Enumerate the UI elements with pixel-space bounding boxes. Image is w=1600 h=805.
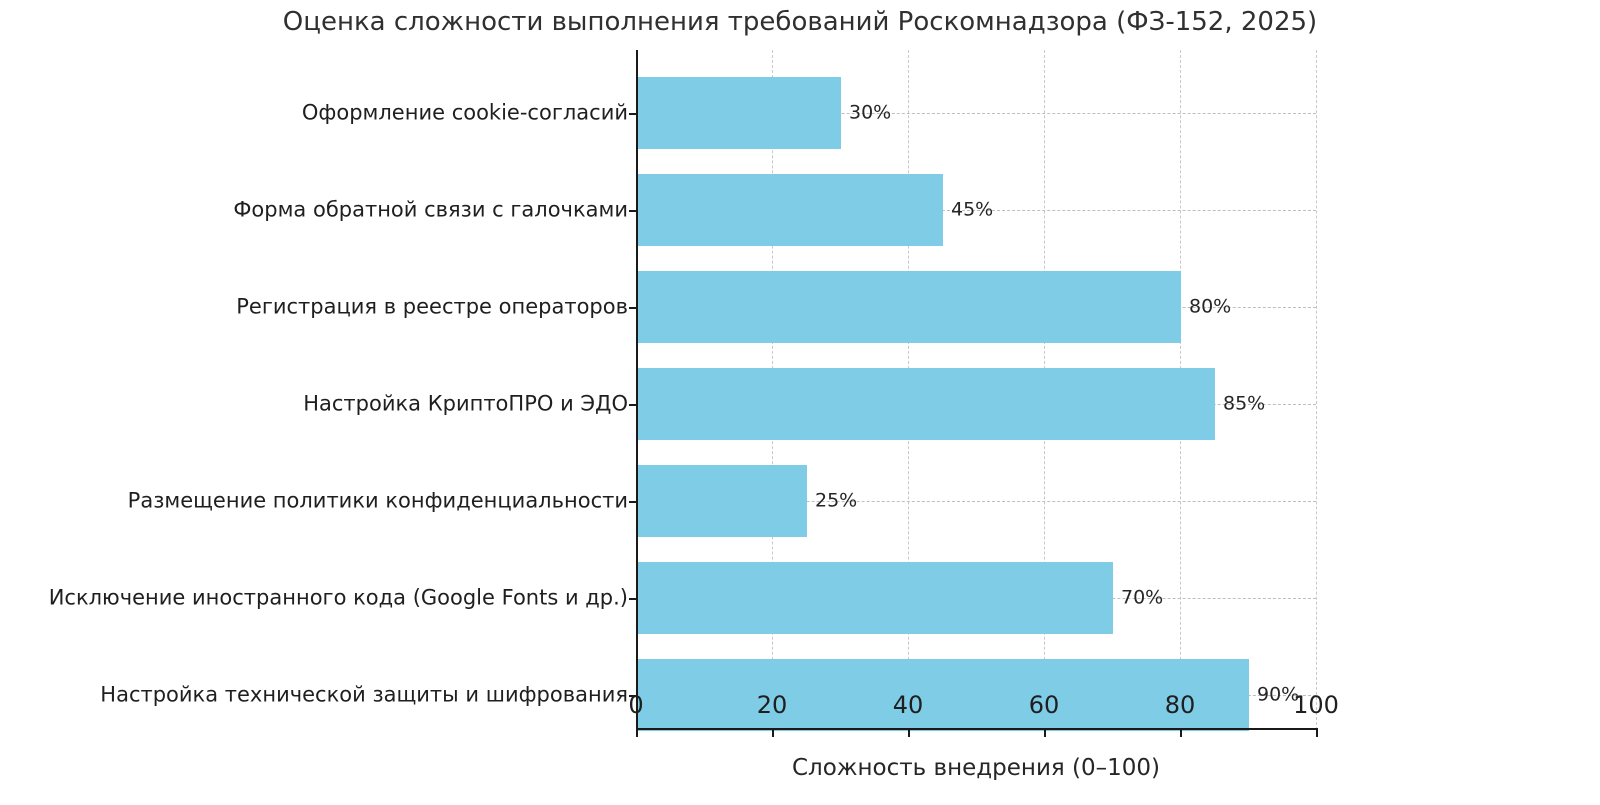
y-axis-tick [629, 112, 636, 115]
y-axis-tick-label: Форма обратной связи с галочками [233, 197, 628, 222]
x-axis-tick-label: 0 [628, 691, 644, 719]
x-axis-tick [1044, 730, 1046, 737]
gridline-horizontal [636, 112, 1316, 114]
bar-value-label: 25% [815, 489, 858, 512]
y-axis-tick [629, 306, 636, 309]
bar [637, 270, 1181, 343]
x-axis-tick [1316, 730, 1318, 737]
bar [637, 76, 841, 149]
x-axis-tick-label: 40 [892, 691, 924, 719]
bar-value-label: 90% [1257, 683, 1300, 706]
x-axis-tick-label: 80 [1164, 691, 1196, 719]
bar [637, 465, 807, 538]
bar-value-label: 45% [951, 198, 994, 221]
gridline-horizontal [636, 209, 1316, 211]
y-axis-tick-label: Настройка КриптоПРО и ЭДО [303, 391, 628, 416]
y-axis-tick [629, 598, 636, 601]
bar [637, 562, 1113, 635]
y-axis-tick-label: Исключение иностранного кода (Google Fon… [48, 585, 628, 610]
bar-value-label: 30% [849, 101, 892, 124]
y-axis-tick [629, 695, 636, 698]
y-axis-tick [629, 501, 636, 504]
x-axis-tick [772, 730, 774, 737]
x-axis-spine [636, 728, 1318, 730]
chart-title: Оценка сложности выполнения требований Р… [282, 7, 1318, 37]
y-axis-spine [636, 50, 638, 730]
x-axis-tick [1180, 730, 1182, 737]
y-axis-tick [629, 209, 636, 212]
x-axis-title: Сложность внедрения (0–100) [791, 755, 1161, 781]
x-axis-tick [908, 730, 910, 737]
x-axis-tick-label: 20 [756, 691, 788, 719]
y-axis-tick-label: Размещение политики конфиденциальности [127, 488, 628, 513]
x-axis-tick-label: 100 [1293, 691, 1339, 719]
y-axis-tick-label: Регистрация в реестре операторов [236, 294, 628, 319]
gridline-horizontal [636, 501, 1316, 503]
bar-value-label: 70% [1121, 586, 1164, 609]
bar-value-label: 80% [1189, 295, 1232, 318]
y-axis-tick-label: Настройка технической защиты и шифровани… [100, 682, 628, 707]
plot-area [629, 50, 1318, 737]
bar-value-label: 85% [1223, 392, 1266, 415]
y-axis-tick [629, 404, 636, 406]
gridline-vertical [1316, 50, 1317, 730]
bar [637, 659, 1249, 732]
bar [637, 368, 1215, 440]
y-axis-tick-label: Оформление cookie-согласий [301, 100, 628, 125]
bar [637, 173, 943, 246]
x-axis-tick [636, 730, 638, 737]
x-axis-tick-label: 60 [1028, 691, 1060, 719]
